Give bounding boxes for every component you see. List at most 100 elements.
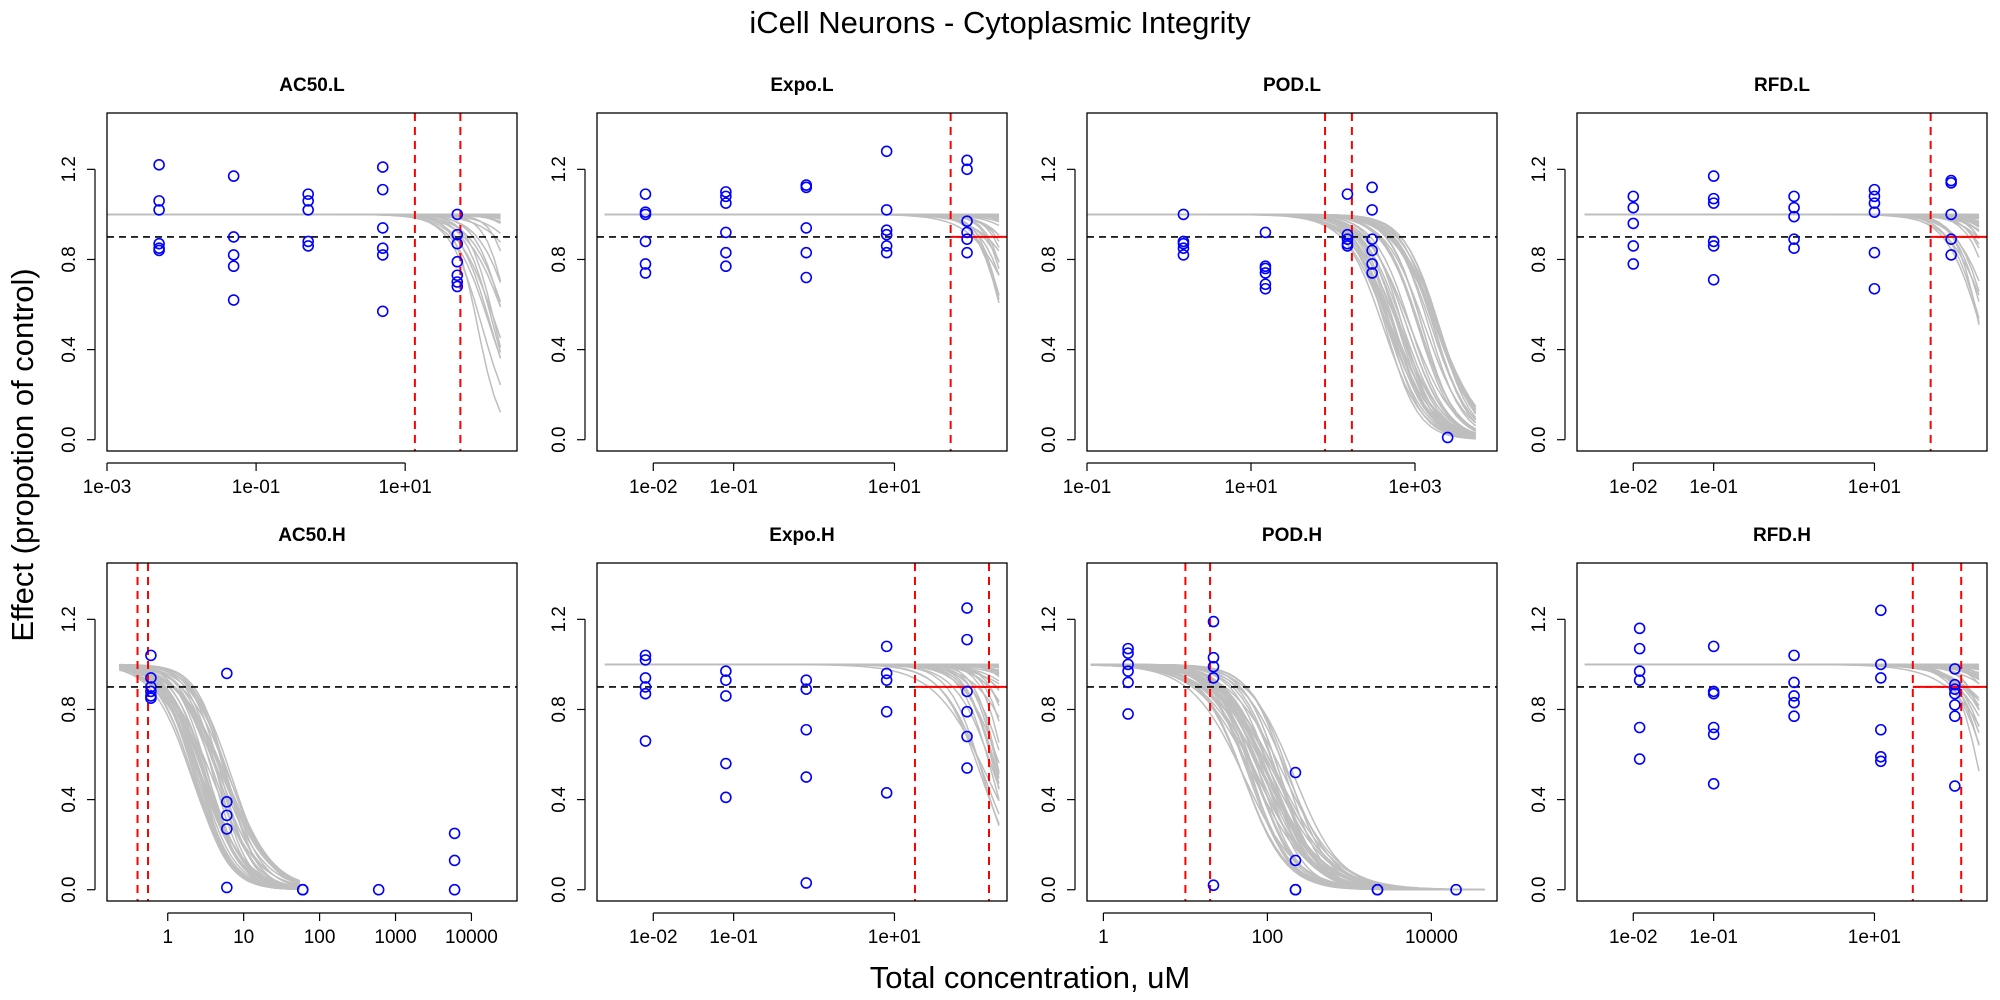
fit-curve	[1090, 664, 1485, 891]
panel-pod-h: POD.H 0.0 0.4 0.8 1.2 1 100 10000	[1039, 525, 1498, 948]
data-point	[1945, 249, 1957, 261]
data-point	[1289, 854, 1302, 867]
y-tick-label: 0.8	[1039, 696, 1060, 722]
data-point	[376, 242, 389, 254]
x-tick-label: 1	[162, 927, 173, 948]
fit-curve	[119, 664, 300, 890]
data-point	[1366, 233, 1378, 245]
y-tick-label: 1.2	[1039, 156, 1060, 182]
y-tick-label: 1.2	[59, 156, 80, 182]
data-point	[1341, 228, 1354, 241]
fit-curve	[604, 213, 1000, 275]
data-point	[221, 809, 233, 822]
data-point	[1633, 622, 1646, 635]
data-point	[1788, 696, 1800, 709]
fit-curve	[1090, 663, 1485, 891]
x-tick-label: 1000	[374, 927, 416, 948]
data-point	[145, 685, 157, 698]
data-point	[800, 683, 813, 695]
data-point	[639, 188, 652, 200]
data-point	[376, 161, 389, 173]
fit-curve	[1090, 663, 1485, 891]
x-tick-label: 100	[1252, 927, 1284, 948]
data-point	[1949, 710, 1961, 723]
x-tick-label: 1e-02	[629, 477, 678, 498]
data-point	[880, 204, 893, 216]
data-point	[227, 231, 240, 243]
data-point	[1177, 242, 1190, 254]
data-point	[1707, 728, 1720, 741]
data-point	[1945, 208, 1957, 221]
data-point	[1788, 676, 1800, 689]
fit-curve	[119, 666, 300, 890]
fit-curve	[107, 213, 502, 359]
fit-curve	[1090, 663, 1485, 891]
panel-rfd-h: RFD.H 0.0 0.4 0.8 1.2 1e-02 1e-01 1e+01	[1529, 525, 1988, 948]
data-point	[145, 649, 157, 662]
fit-curve	[1090, 664, 1486, 891]
x-tick-label: 1e+01	[1224, 477, 1277, 498]
fit-curve	[1090, 663, 1485, 891]
x-tick-label: 10000	[1405, 927, 1458, 948]
data-point	[376, 249, 389, 261]
data-point	[448, 883, 461, 896]
data-point	[880, 674, 893, 686]
data-point	[1259, 267, 1272, 279]
x-tick-label: 1e+01	[378, 477, 431, 498]
y-tick-label: 0.8	[59, 696, 80, 722]
data-point	[1707, 197, 1720, 209]
data-point	[1177, 249, 1190, 261]
data-point	[1259, 278, 1272, 291]
plot-area	[1087, 563, 1497, 901]
data-point	[1441, 431, 1454, 444]
panels: AC50.L 0.0 0.4 0.8 1.2 1e-03 1e-01 1e+01 Expo.L 0…	[59, 75, 1988, 948]
y-tick-label: 0.4	[1039, 336, 1060, 363]
fit-curve	[1090, 664, 1486, 891]
data-point	[1875, 672, 1887, 684]
fit-curve	[1090, 663, 1485, 891]
data-point	[227, 294, 240, 306]
data-point	[1707, 170, 1720, 182]
data-point	[1207, 672, 1220, 684]
data-point	[1868, 206, 1881, 218]
data-point	[1788, 210, 1800, 223]
data-point	[961, 154, 973, 167]
y-tick-label: 0.4	[1039, 786, 1060, 813]
fit-curve	[1087, 213, 1477, 432]
y-tick-label: 0.8	[549, 696, 570, 722]
data-point	[800, 723, 813, 736]
data-point	[1633, 721, 1646, 734]
fit-curve	[1090, 663, 1486, 891]
data-point	[880, 145, 893, 158]
fit-curve	[1087, 213, 1476, 434]
data-point	[1122, 665, 1134, 677]
panel-rfd-l: RFD.L 0.0 0.4 0.8 1.2 1e-02 1e-01 1e+01	[1529, 75, 1988, 498]
data-point	[376, 222, 389, 234]
data-point	[302, 188, 314, 200]
y-tick-label: 0.8	[1039, 246, 1060, 272]
data-point	[372, 883, 385, 896]
x-tick-label: 1e-03	[83, 477, 132, 498]
data-point	[639, 208, 652, 221]
data-point	[1341, 233, 1354, 245]
fit-curve	[1090, 663, 1486, 891]
figure-title: iCell Neurons - Cytoplasmic Integrity	[749, 5, 1251, 40]
data-point	[1788, 233, 1800, 245]
fit-curve	[604, 213, 1000, 216]
data-point	[1633, 665, 1646, 677]
data-point	[720, 690, 732, 702]
fit-curve	[1090, 663, 1486, 891]
y-tick-label: 0.0	[1039, 877, 1060, 903]
data-point	[961, 730, 973, 743]
panel-title: POD.L	[1263, 75, 1321, 96]
data-point	[1627, 190, 1640, 203]
data-point	[145, 692, 157, 705]
fit-curve	[1090, 663, 1485, 891]
y-tick-label: 0.4	[1529, 336, 1550, 363]
data-point	[800, 271, 813, 284]
fit-curve	[1090, 664, 1486, 891]
fit-curve	[1090, 663, 1485, 891]
data-point	[1207, 651, 1220, 664]
fit-curve	[1090, 663, 1485, 891]
